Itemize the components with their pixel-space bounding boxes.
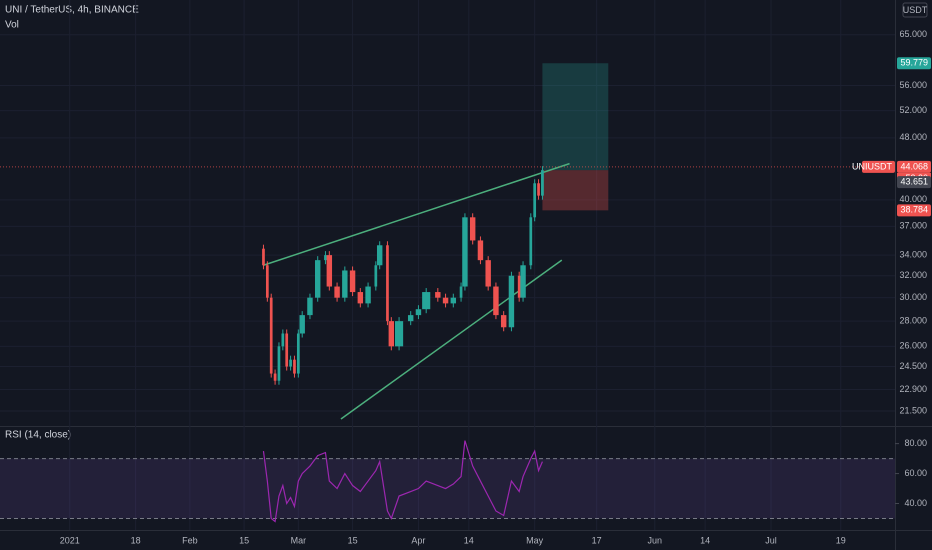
candle	[269, 297, 273, 374]
candle	[376, 245, 383, 266]
y-tick-label: 34.000	[899, 249, 927, 259]
symbol-title: UNI / TetherUS, 4h, BINANCE	[5, 5, 139, 16]
x-tick-label: 2021	[60, 535, 80, 545]
volume-label: Vol	[5, 20, 19, 31]
candle	[517, 275, 521, 298]
candle	[469, 217, 476, 241]
candle	[537, 183, 540, 196]
candle	[324, 255, 327, 261]
candle	[365, 286, 371, 304]
currency-box[interactable]	[902, 2, 928, 18]
y-tick-label: 52.000	[899, 105, 927, 115]
candle	[485, 260, 491, 287]
last-label-tag: UNIUSDT	[852, 161, 893, 171]
x-tick-label: 14	[464, 535, 474, 545]
candle	[493, 286, 499, 316]
y-tick-label: 48.000	[899, 132, 927, 142]
x-tick-label: Jun	[648, 535, 663, 545]
candle	[533, 183, 537, 218]
rsi-tick-label: 80.00	[904, 438, 927, 448]
last-label-tag-bg	[862, 160, 895, 173]
x-tick-label: Apr	[411, 535, 425, 545]
candle	[314, 260, 321, 298]
x-tick-label: May	[526, 535, 544, 545]
candle	[422, 292, 431, 310]
x-tick-label: 17	[592, 535, 602, 545]
candle	[293, 359, 296, 374]
candle	[415, 309, 422, 316]
candle	[388, 321, 395, 347]
position-target	[542, 63, 609, 171]
y-tick-label: 65.000	[899, 29, 927, 39]
candle	[541, 170, 544, 196]
last-price-tag: 44.068	[900, 161, 928, 171]
y-tick-label: 22.900	[899, 384, 927, 394]
candle	[296, 333, 300, 374]
y-tick-label: 32.000	[899, 270, 927, 280]
rsi-label: RSI (14, close)	[5, 430, 71, 441]
x-tick-label: 18	[131, 535, 141, 545]
candle	[459, 286, 463, 298]
candle	[395, 321, 404, 347]
candle	[265, 265, 269, 298]
candle	[435, 292, 441, 298]
target-tag-bg	[897, 57, 931, 70]
rsi-line	[262, 440, 543, 523]
candle	[273, 373, 277, 381]
y-tick-label: 28.000	[899, 316, 927, 326]
y-tick-label: 56.000	[899, 80, 927, 90]
candle	[450, 297, 457, 304]
candle	[342, 270, 348, 298]
y-tick-label: 40.000	[899, 194, 927, 204]
candle	[349, 270, 356, 293]
x-tick-label: Mar	[291, 535, 307, 545]
candle	[326, 255, 333, 287]
currency[interactable]: USDT	[903, 5, 928, 15]
candle	[500, 315, 507, 328]
candle	[299, 315, 305, 334]
x-tick-label: 14	[700, 535, 710, 545]
candle	[477, 240, 484, 261]
target-tag: 59.779	[900, 58, 928, 68]
candle	[262, 248, 265, 266]
candle	[407, 315, 414, 322]
candle	[357, 292, 364, 304]
rsi-tick-label: 60.00	[904, 468, 927, 478]
x-tick-label: 15	[348, 535, 358, 545]
close-price-tag-bg	[897, 176, 931, 189]
stop-tag-bg	[897, 204, 931, 217]
x-tick-label: Feb	[182, 535, 198, 545]
rsi-band	[0, 458, 895, 519]
candle	[281, 333, 285, 347]
x-tick-label: 19	[836, 535, 846, 545]
candle	[307, 297, 313, 316]
y-tick-label: 26.000	[899, 341, 927, 351]
x-tick-label: 15	[239, 535, 249, 545]
candle	[334, 286, 340, 298]
close-price-tag: 43.651	[900, 177, 928, 187]
candle	[442, 297, 449, 304]
candle	[529, 217, 533, 266]
rsi-pane	[0, 427, 895, 530]
candle	[386, 245, 389, 322]
candle	[285, 333, 289, 367]
candle	[508, 275, 515, 328]
stop-tag: 38.784	[900, 205, 928, 215]
y-tick-label: 30.000	[899, 292, 927, 302]
candle	[520, 265, 526, 298]
last-price-tag-bg	[897, 160, 931, 173]
y-tick-label: 24.500	[899, 361, 927, 371]
y-tick-label: 37.000	[899, 221, 927, 231]
candle	[462, 217, 468, 287]
x-tick-label: Jul	[765, 535, 777, 545]
candle	[277, 346, 281, 381]
candle	[374, 265, 378, 287]
position-stop	[542, 170, 609, 211]
rsi-tick-label: 40.00	[904, 498, 927, 508]
candle	[289, 359, 292, 367]
y-tick-label: 21.500	[899, 405, 927, 415]
trendline	[263, 162, 570, 266]
